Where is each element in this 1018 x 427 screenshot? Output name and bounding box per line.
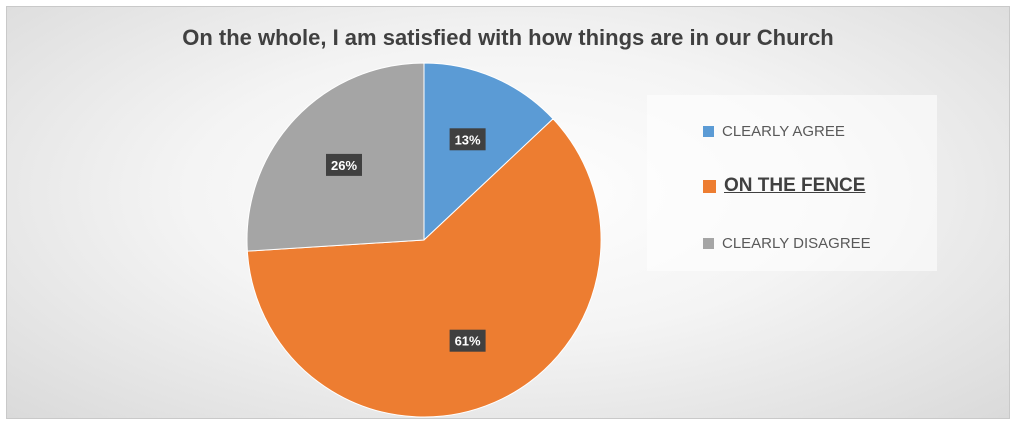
data-label: 61% (449, 329, 486, 352)
data-label: 13% (449, 128, 486, 151)
legend-label: CLEARLY AGREE (722, 123, 845, 140)
legend-swatch (703, 179, 716, 193)
data-label-box (326, 153, 362, 176)
data-label-box (449, 128, 486, 151)
legend-label: CLEARLY DISAGREE (722, 235, 871, 252)
legend-item-clearly-disagree: CLEARLY DISAGREE (703, 235, 871, 252)
chart-legend: CLEARLY AGREE ON THE FENCE CLEARLY DISAGRE… (647, 95, 937, 271)
data-label: 26% (326, 153, 362, 176)
data-label-text: 61% (455, 334, 481, 349)
legend-label: ON THE FENCE (724, 175, 866, 196)
pie-slice-on-the-fence (246, 118, 602, 418)
data-label-text: 26% (331, 158, 357, 173)
pie-chart: 13% 61% 26% (246, 62, 602, 418)
legend-swatch (703, 238, 714, 249)
data-label-box (449, 329, 486, 352)
chart-area: On the whole, I am satisfied with how th… (6, 6, 1010, 419)
legend-item-on-the-fence: ON THE FENCE (703, 175, 865, 197)
chart-title: On the whole, I am satisfied with how th… (182, 25, 834, 50)
data-label-text: 13% (455, 132, 481, 147)
legend-item-clearly-agree: CLEARLY AGREE (703, 123, 845, 140)
pie-slice-clearly-agree (423, 62, 554, 242)
legend-swatch (703, 126, 714, 137)
